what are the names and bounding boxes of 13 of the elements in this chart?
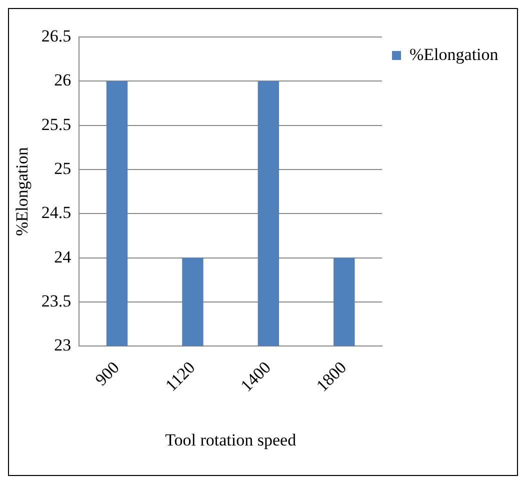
x-tick-label: 1120 (162, 358, 199, 395)
x-axis-title: Tool rotation speed (165, 430, 297, 450)
y-tick-label: 23 (54, 336, 72, 355)
y-tick-label: 24 (54, 247, 72, 266)
x-tick-label: 900 (92, 358, 123, 390)
legend-label: %Elongation (410, 44, 499, 64)
y-tick-label: 26 (54, 70, 72, 90)
y-tick-label: 23.5 (41, 291, 72, 310)
y-tick-label: 25.5 (41, 114, 72, 134)
y-tick-label: 25 (54, 158, 72, 178)
y-axis-title: %Elongation (12, 146, 32, 236)
y-tick-label: 24.5 (41, 203, 72, 222)
y-tick-label: 26.5 (41, 26, 72, 46)
